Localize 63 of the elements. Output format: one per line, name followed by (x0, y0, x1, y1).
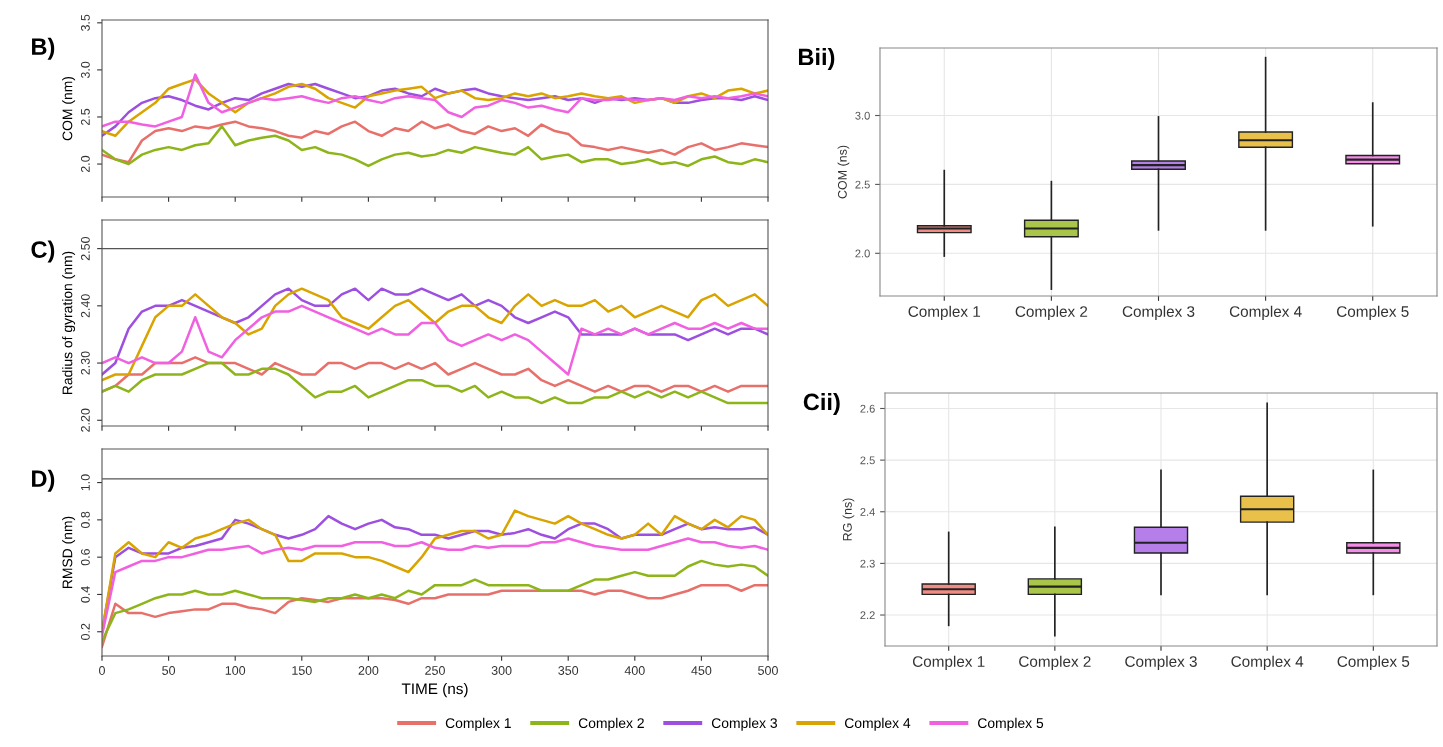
y-tick-label: 2.30 (80, 351, 90, 375)
y-tick-label: 3.0 (80, 61, 90, 79)
y-tick-label: 3.0 (855, 111, 870, 120)
chart-title: Cii) (803, 393, 840, 416)
x-tick-label: Complex 2 (1015, 305, 1088, 320)
y-tick-label: 2.5 (860, 456, 875, 465)
x-tick-label: 450 (691, 666, 712, 675)
line-series (102, 537, 768, 637)
x-tick-label: 0 (99, 666, 105, 675)
legend-label: Complex 5 (978, 717, 1044, 731)
x-tick-label: Complex 2 (1019, 655, 1091, 670)
x-tick-label: Complex 4 (1231, 655, 1304, 670)
x-tick-label: Complex 3 (1122, 305, 1195, 320)
x-tick-label: 400 (624, 666, 645, 675)
y-tick-label: 2.0 (855, 249, 870, 258)
legend-label: Complex 3 (711, 717, 777, 731)
x-tick-label: 350 (558, 666, 579, 675)
line-series (102, 361, 768, 405)
x-tick-label: 250 (425, 666, 445, 675)
y-tick-label: 2.50 (80, 236, 90, 261)
x-tick-label: Complex 1 (908, 305, 981, 320)
x-tick-label: 200 (358, 666, 379, 675)
line-series (102, 73, 768, 128)
x-tick-label: Complex 4 (1229, 305, 1302, 320)
x-tick-label: 500 (758, 666, 778, 675)
legend-label: Complex 2 (578, 717, 644, 731)
y-tick-label: 2.5 (855, 180, 870, 189)
y-tick-label: 2.3 (860, 559, 875, 568)
legend-label: Complex 1 (445, 717, 511, 731)
legend-label: Complex 4 (844, 717, 911, 731)
chart-title: Bii) (798, 48, 835, 71)
y-axis-title: COM (ns) (837, 145, 850, 199)
x-tick-label: Complex 5 (1337, 305, 1409, 320)
y-tick-label: 2.40 (80, 294, 90, 318)
y-tick-label: 3.5 (80, 14, 90, 32)
x-tick-label: 150 (292, 666, 312, 675)
y-tick-label: 0.4 (80, 586, 90, 603)
y-tick-label: 2.5 (80, 108, 90, 126)
y-tick-label: 2.6 (860, 404, 875, 413)
x-axis-title: TIME (ns) (401, 682, 468, 698)
y-tick-label: 2.0 (80, 155, 90, 173)
y-tick-label: 2.2 (860, 611, 875, 620)
y-axis-title: RG (ns) (842, 498, 855, 541)
x-tick-label: 100 (225, 666, 246, 675)
y-axis-title: RMSD (nm) (62, 516, 76, 589)
y-tick-label: 2.4 (860, 508, 875, 516)
line-series (102, 559, 768, 643)
y-tick-label: 0.2 (80, 623, 90, 640)
line-series (102, 304, 768, 376)
y-axis-title: COM (nm) (62, 76, 76, 141)
text: B) (32, 37, 55, 60)
text: C) (31, 240, 55, 263)
text: D) (32, 469, 55, 492)
x-tick-label: 50 (162, 666, 176, 675)
x-tick-label: Complex 3 (1125, 655, 1197, 670)
x-tick-label: Complex 5 (1337, 655, 1410, 670)
y-tick-label: 2.20 (80, 408, 90, 432)
x-tick-label: 300 (491, 666, 512, 675)
y-tick-label: 0.8 (80, 511, 90, 529)
y-tick-label: 0.6 (80, 549, 90, 566)
x-tick-label: Complex 1 (912, 655, 985, 670)
y-tick-label: 1.0 (80, 474, 90, 491)
y-axis-title: Radius of gyration (nm) (62, 251, 76, 395)
